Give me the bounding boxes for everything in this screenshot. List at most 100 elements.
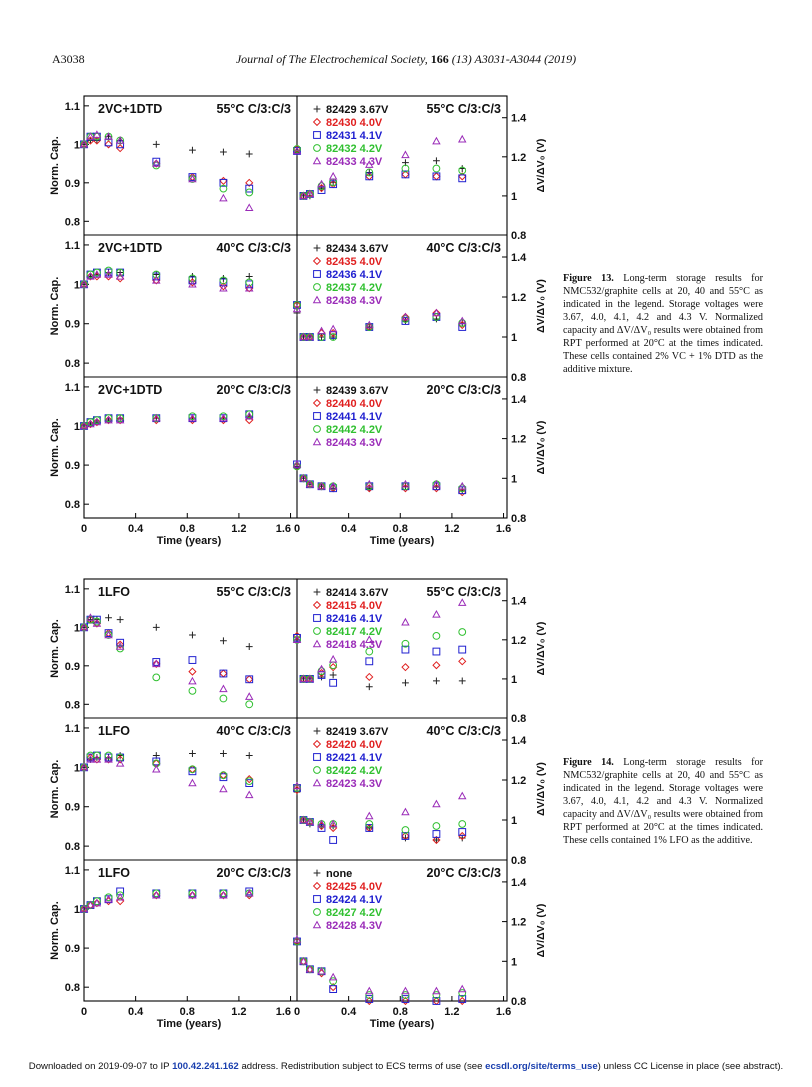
dv-point [432, 822, 441, 830]
legend-label: 82427 4.2V [326, 907, 383, 919]
x-tick-label: 0.4 [341, 1006, 357, 1018]
dv-point [457, 316, 467, 325]
dv-point [293, 301, 301, 309]
legend-marker [313, 386, 321, 394]
capacity-point [116, 268, 125, 277]
dv-tick-label: 0.8 [511, 713, 526, 725]
dv-point [458, 828, 467, 836]
dv-point [401, 826, 410, 834]
dv-point [458, 996, 467, 1006]
dv-point [432, 991, 441, 999]
x-axis-label: Time (years) [157, 1018, 222, 1030]
legend-marker [312, 295, 322, 304]
y-tick-label: 0.9 [65, 178, 80, 190]
y-tick-label: 0.9 [65, 661, 80, 673]
dv-point [365, 811, 374, 820]
dv-point [293, 145, 301, 153]
capacity-point [152, 890, 161, 899]
dv-point [401, 807, 410, 816]
capacity-point [219, 784, 228, 793]
panel-condition-label: 55°C C/3:C/3 [427, 585, 502, 599]
dv-point [317, 966, 326, 975]
capacity-point [188, 279, 197, 288]
capacity-point [189, 750, 196, 757]
dv-point [365, 986, 374, 995]
dv-point [292, 459, 302, 468]
legend-marker [312, 739, 322, 749]
capacity-point [93, 416, 101, 425]
legend-label: 82423 4.3V [326, 778, 383, 790]
capacity-point [245, 777, 254, 786]
dv-point [365, 168, 374, 177]
y-tick-label: 1.1 [65, 382, 80, 394]
capacity-point [92, 898, 102, 907]
dv-point [329, 661, 338, 670]
dv-point [457, 598, 467, 606]
dv-point [458, 831, 467, 841]
dv-tick-label: 0.8 [511, 855, 526, 867]
capacity-point [189, 146, 196, 154]
y-tick-label: 1.1 [65, 101, 80, 113]
legend-marker [312, 156, 322, 165]
x-tick-label: 0.4 [128, 1006, 144, 1018]
dv-point [432, 661, 441, 670]
capacity-point [116, 755, 125, 764]
legend-marker [312, 639, 322, 648]
legend-label: 82417 4.2V [326, 626, 383, 638]
capacity-point [116, 640, 125, 649]
y-tick-label: 1.1 [65, 865, 80, 877]
capacity-point [152, 658, 161, 666]
capacity-point [220, 275, 227, 282]
capacity-point [104, 629, 113, 638]
dv-point [293, 633, 301, 642]
legend-marker [313, 270, 321, 278]
chart-panel: 0.8 0.9 1 1.1 0.8 1 1.2 1.4 Norm. Cap. ΔV/ΔV₀ (V)… [49, 382, 547, 525]
x-tick-label: 1.2 [231, 523, 246, 535]
capacity-point [152, 276, 161, 285]
dv-tick-label: 1.2 [511, 917, 526, 929]
terms-link[interactable]: ecsdl.org/site/terms_use [485, 1061, 598, 1072]
dv-point [293, 462, 301, 470]
legend-marker [313, 425, 321, 433]
dv-point [317, 819, 326, 828]
dv-tick-label: 1.4 [511, 596, 527, 608]
legend-label: 82429 3.67V [326, 104, 389, 116]
capacity-point [245, 675, 254, 684]
capacity-point [104, 630, 113, 639]
dv-tick-label: 1 [511, 815, 517, 827]
x-tick-label: 0.8 [180, 1006, 195, 1018]
legend-marker [312, 437, 322, 446]
figure-14-text: Long-term storage results for NMC532/gra… [563, 757, 763, 846]
dv-tick-label: 0.8 [511, 513, 526, 525]
capacity-point [86, 755, 95, 763]
dv-point [292, 935, 302, 943]
y-axis-label: Norm. Cap. [49, 901, 61, 960]
dv-point [401, 832, 410, 840]
capacity-point [188, 890, 197, 899]
capacity-point [92, 270, 102, 278]
capacity-point [244, 888, 254, 897]
capacity-point [245, 284, 254, 293]
capacity-point [152, 891, 161, 900]
capacity-point [92, 130, 102, 138]
capacity-point [219, 891, 228, 900]
dv-tick-label: 0.8 [511, 996, 526, 1008]
capacity-point [245, 184, 254, 193]
capacity-point [245, 410, 254, 419]
legend-marker [313, 283, 321, 291]
capacity-point [104, 894, 113, 903]
panel-additive-label: 2VC+1DTD [98, 241, 162, 255]
x-tick-label: 0 [294, 523, 300, 535]
panel-additive-label: 2VC+1DTD [98, 102, 162, 116]
dv-point [317, 667, 326, 675]
legend-label: 82435 4.0V [326, 256, 383, 268]
y-axis-label: Norm. Cap. [49, 760, 61, 819]
dv-point [458, 995, 467, 1003]
dv-point [401, 645, 410, 654]
legend-marker [313, 753, 321, 761]
legend-marker [313, 727, 321, 735]
capacity-point [116, 638, 125, 647]
capacity-point [116, 616, 124, 624]
dv-point [458, 677, 466, 685]
capacity-point [219, 773, 228, 782]
